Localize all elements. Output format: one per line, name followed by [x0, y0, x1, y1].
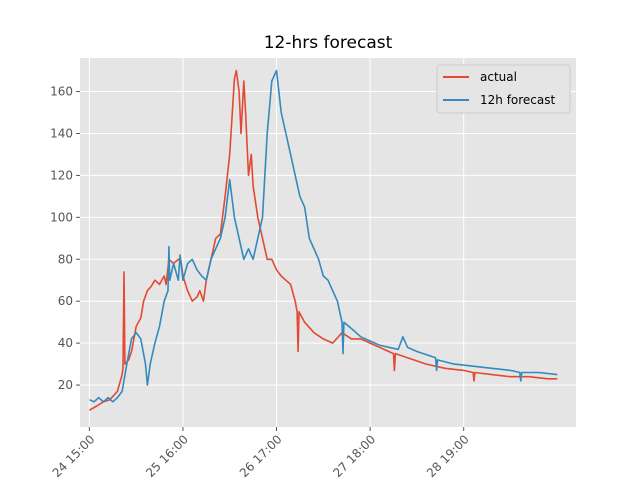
x-tick-label: 27 18:00	[330, 432, 378, 480]
x-tick-label: 25 16:00	[143, 432, 191, 480]
legend-box	[436, 64, 571, 114]
y-tick-label: 100	[50, 210, 73, 224]
legend: actual 12h forecast	[436, 64, 571, 114]
grid	[80, 58, 576, 427]
plot-area	[80, 58, 576, 427]
y-tick-label: 160	[50, 85, 73, 99]
y-tick-label: 60	[58, 294, 73, 308]
x-axis: 24 15:00 25 16:00 26 17:00 27 18:00 28 19:00	[50, 427, 472, 480]
chart-title: 12-hrs forecast	[264, 33, 393, 53]
y-tick-label: 140	[50, 126, 73, 140]
y-tick-label: 80	[58, 252, 73, 266]
series-line-actual	[89, 69, 558, 411]
y-axis: 20 40 60 80 100 120 140 160	[50, 85, 80, 392]
x-tick-label: 28 19:00	[424, 432, 472, 480]
x-tick-label: 24 15:00	[50, 432, 98, 480]
series-line-12h-forecast	[89, 69, 558, 403]
legend-label-forecast: 12h forecast	[480, 93, 556, 107]
x-tick-label: 26 17:00	[237, 432, 285, 480]
y-tick-label: 20	[58, 378, 73, 392]
y-tick-label: 120	[50, 168, 73, 182]
series-layer	[89, 69, 558, 411]
y-tick-label: 40	[58, 336, 73, 350]
legend-label-actual: actual	[480, 70, 517, 84]
